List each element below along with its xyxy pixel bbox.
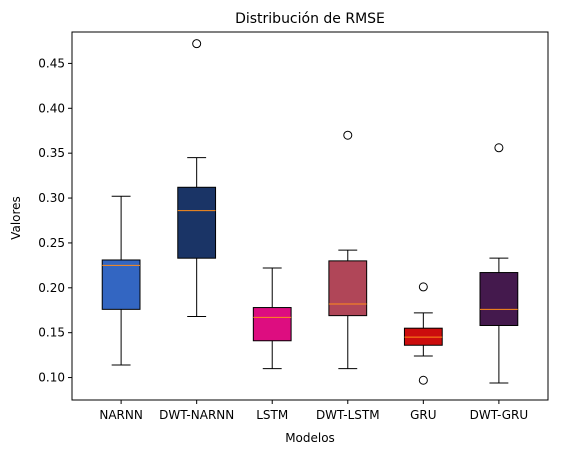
y-tick-label: 0.20 [38, 281, 65, 295]
box [177, 186, 217, 259]
y-tick-label: 0.40 [38, 101, 65, 115]
x-axis-label: Modelos [285, 431, 335, 445]
box [101, 259, 141, 310]
y-tick-label: 0.10 [38, 371, 65, 385]
outlier-point [418, 375, 428, 385]
outlier-point [192, 39, 202, 49]
y-tick-label: 0.25 [38, 236, 65, 250]
box [479, 272, 519, 327]
x-tick-label: DWT-GRU [470, 408, 529, 422]
outlier-point [494, 143, 504, 153]
y-tick-label: 0.30 [38, 191, 65, 205]
plot-area: 0.10 0.15 0.20 0.25 0.30 0.35 0.40 0.45 NARNN DWT… [38, 39, 529, 422]
outlier-point [343, 130, 353, 140]
x-tick-label: GRU [410, 408, 436, 422]
x-tick-label: DWT-NARNN [159, 408, 234, 422]
outlier-point [418, 282, 428, 292]
y-tick-label: 0.35 [38, 146, 65, 160]
chart-title: Distribución de RMSE [235, 11, 385, 27]
x-tick-label: DWT-LSTM [316, 408, 380, 422]
box [252, 307, 292, 342]
y-tick-label: 0.45 [38, 56, 65, 70]
y-axis-label: Valores [9, 196, 23, 240]
x-tick-label: LSTM [256, 408, 288, 422]
y-tick-label: 0.15 [38, 326, 65, 340]
box [328, 260, 368, 317]
x-tick-label: NARNN [99, 408, 142, 422]
plot-frame [71, 31, 549, 401]
